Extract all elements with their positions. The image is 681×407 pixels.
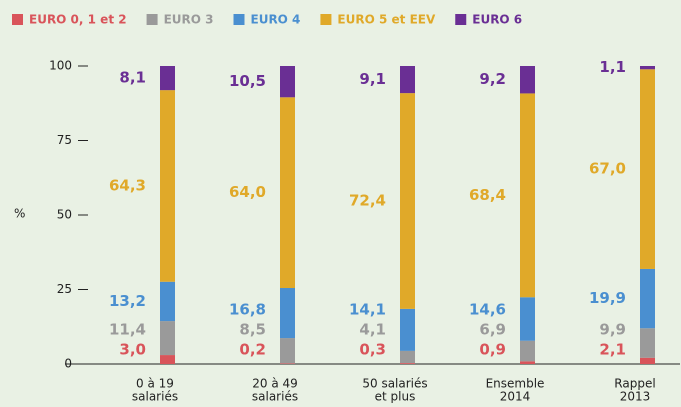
bar-segment bbox=[400, 308, 415, 351]
bar-segment bbox=[400, 363, 415, 364]
legend-label: EURO 6 bbox=[472, 13, 522, 27]
value-label: 4,1 bbox=[359, 321, 386, 339]
bar-segment bbox=[640, 66, 655, 70]
x-tick-label: et plus bbox=[375, 390, 416, 404]
bar-segment bbox=[520, 297, 535, 341]
legend-swatch bbox=[12, 14, 23, 25]
value-label: 68,4 bbox=[469, 186, 506, 204]
value-label: 0,3 bbox=[359, 341, 386, 359]
legend-label: EURO 4 bbox=[251, 13, 301, 27]
bar-segment bbox=[160, 281, 175, 322]
bar-segment bbox=[160, 355, 175, 364]
x-tick-label: salariés bbox=[132, 390, 178, 404]
bar-segment bbox=[160, 66, 175, 91]
value-label: 9,1 bbox=[359, 70, 386, 88]
bar-segment bbox=[280, 338, 295, 364]
legend-swatch bbox=[233, 14, 245, 25]
bar-segment bbox=[400, 66, 415, 94]
value-label: 16,8 bbox=[229, 301, 266, 319]
x-tick-label: 20 à 49 bbox=[252, 377, 298, 391]
value-label: 64,0 bbox=[229, 183, 266, 201]
x-tick-label: salariés bbox=[252, 390, 298, 404]
bar-segment bbox=[640, 328, 655, 358]
value-label: 1,1 bbox=[599, 58, 626, 76]
value-label: 14,1 bbox=[349, 301, 386, 319]
x-tick-label: 2014 bbox=[500, 390, 531, 404]
bar-segment bbox=[520, 66, 535, 94]
value-label: 8,1 bbox=[119, 69, 146, 87]
value-label: 11,4 bbox=[109, 321, 146, 339]
value-label: 67,0 bbox=[589, 160, 626, 178]
y-tick-label: 25 bbox=[57, 282, 72, 296]
y-tick-label: 75 bbox=[57, 133, 72, 147]
bar-segment bbox=[280, 288, 295, 339]
y-tick-label: 50 bbox=[57, 208, 72, 222]
value-label: 3,0 bbox=[119, 341, 146, 359]
bar-segment bbox=[520, 93, 535, 298]
bar-segment bbox=[640, 357, 655, 364]
bar-segment bbox=[160, 90, 175, 282]
legend-swatch bbox=[455, 14, 467, 25]
x-tick-label: Rappel bbox=[614, 377, 655, 391]
legend-swatch bbox=[320, 14, 332, 25]
value-label: 9,9 bbox=[599, 321, 626, 339]
value-label: 64,3 bbox=[109, 176, 146, 194]
x-tick-label: Ensemble bbox=[486, 377, 545, 391]
legend-label: EURO 3 bbox=[164, 13, 214, 27]
value-label: 13,2 bbox=[109, 292, 146, 310]
bar-segment bbox=[400, 350, 415, 364]
x-tick-label: 50 salariés bbox=[362, 377, 427, 391]
y-tick-label: 100 bbox=[49, 59, 72, 73]
bar-segment bbox=[280, 97, 295, 289]
legend-label: EURO 0, 1 et 2 bbox=[29, 13, 127, 27]
value-label: 0,9 bbox=[479, 341, 506, 359]
bar-segment bbox=[520, 340, 535, 362]
value-label: 6,9 bbox=[479, 321, 506, 339]
bar-segment bbox=[160, 321, 175, 356]
value-label: 10,5 bbox=[229, 72, 266, 90]
bar-segment bbox=[640, 69, 655, 269]
legend-swatch bbox=[146, 14, 158, 25]
x-tick-label: 0 à 19 bbox=[136, 377, 174, 391]
value-label: 19,9 bbox=[589, 289, 626, 307]
bar-segment bbox=[280, 66, 295, 98]
value-label: 9,2 bbox=[479, 70, 506, 88]
bar-segment bbox=[520, 361, 535, 364]
legend-label: EURO 5 et EEV bbox=[337, 13, 436, 27]
bar-segment bbox=[280, 363, 295, 364]
y-axis-label: % bbox=[14, 207, 25, 221]
bar-segment bbox=[400, 93, 415, 309]
x-tick-label: 2013 bbox=[620, 390, 651, 404]
value-label: 2,1 bbox=[599, 341, 626, 359]
bar-segment bbox=[640, 268, 655, 329]
value-label: 72,4 bbox=[349, 191, 386, 209]
value-label: 8,5 bbox=[239, 321, 266, 339]
value-label: 0,2 bbox=[239, 341, 266, 359]
value-label: 14,6 bbox=[469, 301, 506, 319]
